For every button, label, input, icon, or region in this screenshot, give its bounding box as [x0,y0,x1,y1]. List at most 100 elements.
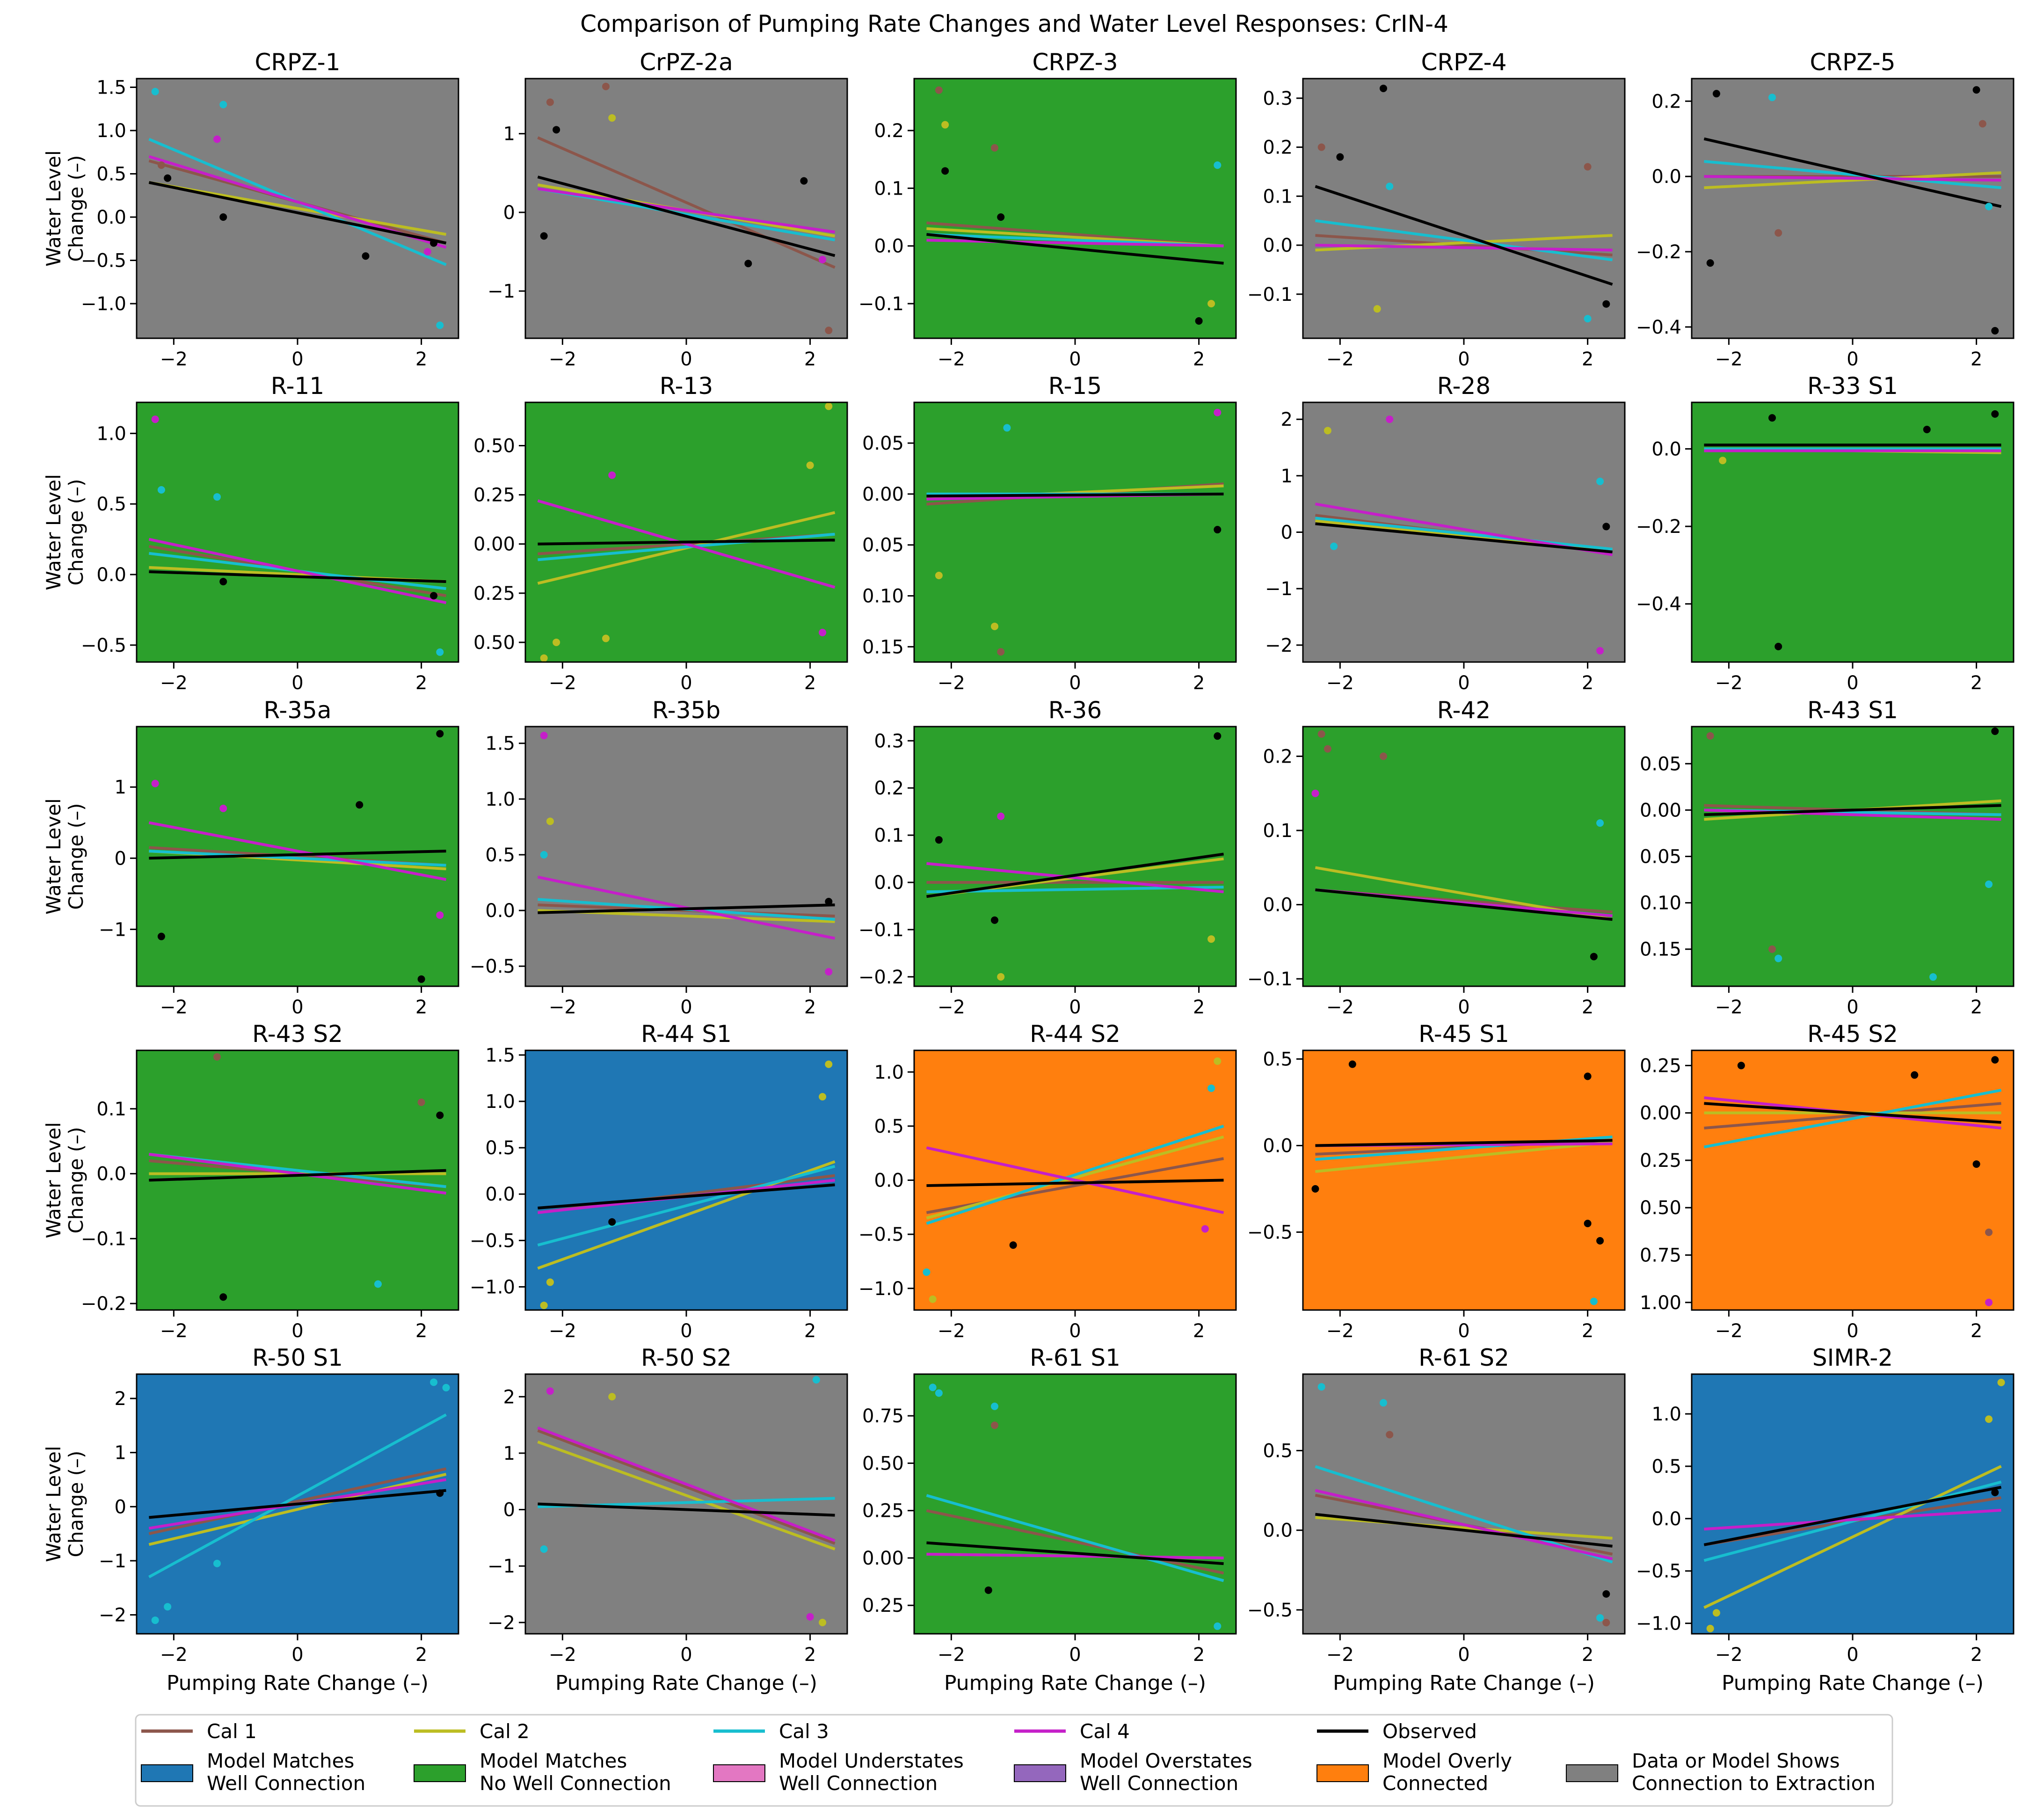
y-tick-label: 2 [503,1386,515,1408]
trend-line-cal-4 [537,499,836,589]
trend-line-cal-2 [1704,171,2001,189]
y-tick-label: −1.0 [81,293,126,315]
data-point-cal-2 [1324,427,1331,435]
data-point-cal-2 [540,1302,548,1310]
data-point-observed [991,916,998,924]
trend-line-cal-2 [537,1440,836,1551]
trend-line-cal-4 [1315,1489,1613,1560]
subplot-title: R-36 [1048,697,1102,724]
y-tick-label: 0 [115,1496,126,1518]
x-tick-label: 0 [1458,997,1469,1018]
data-point-observed [1311,1185,1319,1193]
y-tick-label: −0.1 [1247,284,1293,306]
x-tick-label: −2 [1326,1320,1354,1342]
trend-line-observed [1704,1102,2001,1124]
y-tick-label: 0.2 [874,120,904,142]
trend-line-observed [1315,888,1613,921]
trend-line-cal-3 [926,1125,1224,1225]
y-tick-label: 1.00 [1640,1292,1681,1314]
data-point-cal-4 [1214,408,1222,416]
y-tick-label: 0.0 [96,1164,126,1185]
subplot-crpz-2a: CrPZ-2a −2 0 2 1 0 −1 [487,49,848,370]
subplot-title: R-35a [263,697,331,724]
subplot-title: SIMR-2 [1812,1344,1893,1371]
trend-line-observed [926,1541,1224,1565]
trend-line-observed [538,539,835,546]
legend-label: Connected [1382,1772,1488,1795]
data-point-cal-1 [1774,229,1782,237]
x-tick-label: 0 [1847,1320,1858,1342]
data-point-cal-3 [1596,819,1604,827]
x-tick-label: −2 [938,1644,965,1666]
data-point-observed [1214,526,1222,534]
trend-line-observed [1703,137,2002,208]
trend-line-cal-4 [926,1146,1224,1214]
trend-line-observed [537,175,836,257]
plot-frame [524,726,848,987]
y-tick-label: 1.0 [874,1062,904,1083]
x-tick-label: 0 [680,672,692,694]
data-point-cal-2 [806,461,814,469]
data-point-cal-3 [213,1559,221,1567]
plot-area [914,727,1236,986]
subplot-r-43-s1: R-43 S1 −2 0 2 0.05 0.00 0.05 0.10 0.15 [1640,697,2014,1018]
data-point-cal-1 [935,86,943,94]
subplot-title: CrPZ-2a [640,49,733,76]
data-point-cal-3 [1590,1297,1598,1305]
plot-frame [913,1049,1237,1311]
subplot-r-45-s1: R-45 S1 −2 0 2 0.5 0.0 −0.5 [1247,1020,1626,1342]
x-tick-label: 0 [680,1644,692,1666]
y-tick-label: −0.5 [1247,1222,1293,1244]
data-point-cal-2 [540,654,548,662]
subplot-r-50-s1: R-50 S1 −2 0 2 2 1 0 −1 −2 Water LevelChange (–) P… [42,1344,459,1695]
trend-line-cal-4 [1704,1508,2001,1531]
data-point-observed [1602,523,1610,531]
plot-area [914,402,1236,662]
x-tick-label: 2 [1193,1320,1205,1342]
x-axis-label: Pumping Rate Change (–) [167,1671,429,1695]
subplot-title: R-35b [652,697,720,724]
data-point-cal-2 [991,622,998,630]
subplot-crpz-4: CRPZ-4 −2 0 2 0.3 0.2 0.1 0.0 −0.1 [1247,49,1626,370]
x-tick-label: 2 [1582,1644,1593,1666]
x-tick-label: 0 [291,1644,303,1666]
legend-item: Observed [1317,1720,1477,1743]
y-tick-label: 0.05 [1640,846,1681,868]
data-point-cal-3 [151,1616,159,1624]
x-tick-label: 0 [1069,1320,1081,1342]
subplot-crpz-3: CRPZ-3 −2 0 2 0.2 0.1 0.0 −0.1 [858,49,1237,370]
y-tick-label: −2 [487,1612,515,1634]
trend-line-cal-3 [149,850,446,867]
y-tick-label: 0.75 [862,1405,904,1427]
subplot-r-61-s1: R-61 S1 −2 0 2 0.75 0.50 0.25 0.00 0.25 Pumping R… [862,1344,1237,1695]
y-tick-label: 1.5 [485,1045,515,1066]
subplot-r-43-s2: R-43 S2 −2 0 2 0.1 0.0 −0.1 −0.2 Water LevelChan… [42,1020,459,1342]
data-point-observed [436,730,444,738]
plot-frame [1691,1373,2014,1635]
trend-line-cal-1 [1704,1102,2001,1130]
data-point-cal-2 [1719,457,1727,465]
x-tick-label: 2 [1193,1644,1205,1666]
data-point-cal-4 [997,812,1005,820]
subplot-title: R-61 S1 [1030,1344,1120,1371]
x-tick-label: 2 [1971,1644,1982,1666]
y-tick-label: −2 [1265,635,1293,656]
trend-line-cal-3 [1703,1089,2002,1149]
data-point-observed [540,232,548,240]
data-point-observed [1774,642,1782,650]
y-tick-label: 0.5 [874,1116,904,1137]
data-point-observed [1195,317,1203,325]
data-point-cal-4 [151,779,159,787]
data-point-cal-2 [1712,1609,1720,1617]
data-point-cal-1 [157,161,165,169]
data-point-cal-4 [436,911,444,919]
plot-frame [136,1373,459,1635]
x-tick-label: 2 [1971,672,1982,694]
subplot-r-42: R-42 −2 0 2 0.2 0.1 0.0 −0.1 [1247,697,1626,1018]
x-tick-label: 0 [1069,1644,1081,1666]
legend-label: Well Connection [207,1772,365,1795]
y-tick-label: 0.0 [874,1170,904,1192]
data-point-cal-1 [213,1053,221,1061]
x-tick-label: 2 [804,997,816,1018]
